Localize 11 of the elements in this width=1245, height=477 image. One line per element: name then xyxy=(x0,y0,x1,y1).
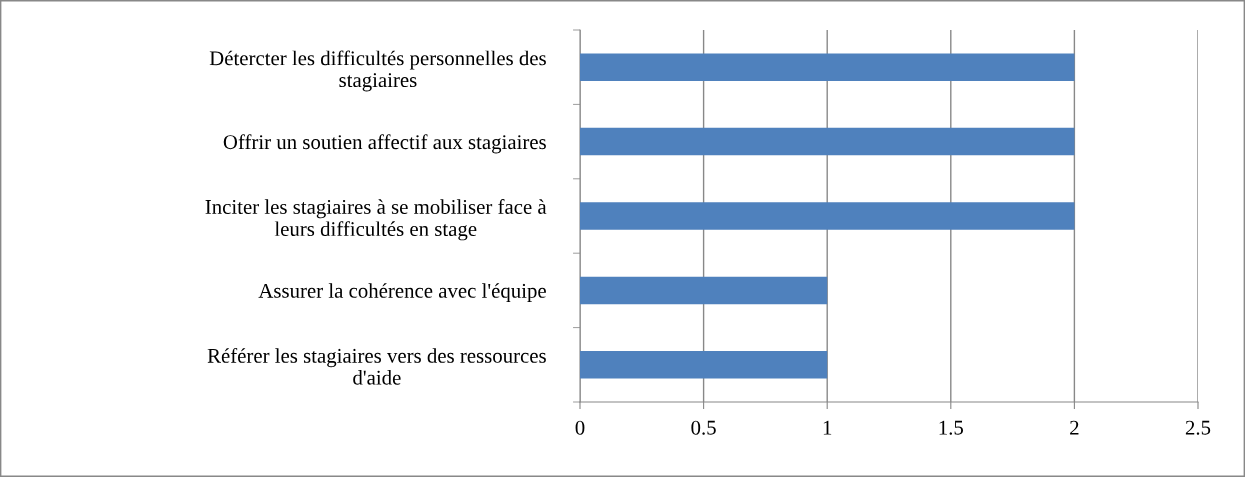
x-tick-label: 1.5 xyxy=(939,420,964,435)
x-tick-label: 0.5 xyxy=(691,420,716,435)
x-tick-label: 2 xyxy=(1070,420,1079,435)
y-tick-label: Détercter les difficultés personnelles des stagiaires xyxy=(209,50,546,92)
y-tick-label: Assurer la cohérence avec l'équipe xyxy=(258,283,546,303)
x-tick-label: 2.5 xyxy=(1185,420,1211,435)
y-tick-label: Offrir un soutien affectif aux stagiaires xyxy=(223,134,546,154)
x-tick-label: 0 xyxy=(575,420,585,435)
x-tick-label: 1 xyxy=(823,420,832,435)
y-tick-label: Référer les stagiaires vers des ressources d'aide xyxy=(207,347,546,385)
y-tick-label: Inciter les stagiaires à se mobiliser face à leurs difficultés en stage xyxy=(205,199,547,241)
